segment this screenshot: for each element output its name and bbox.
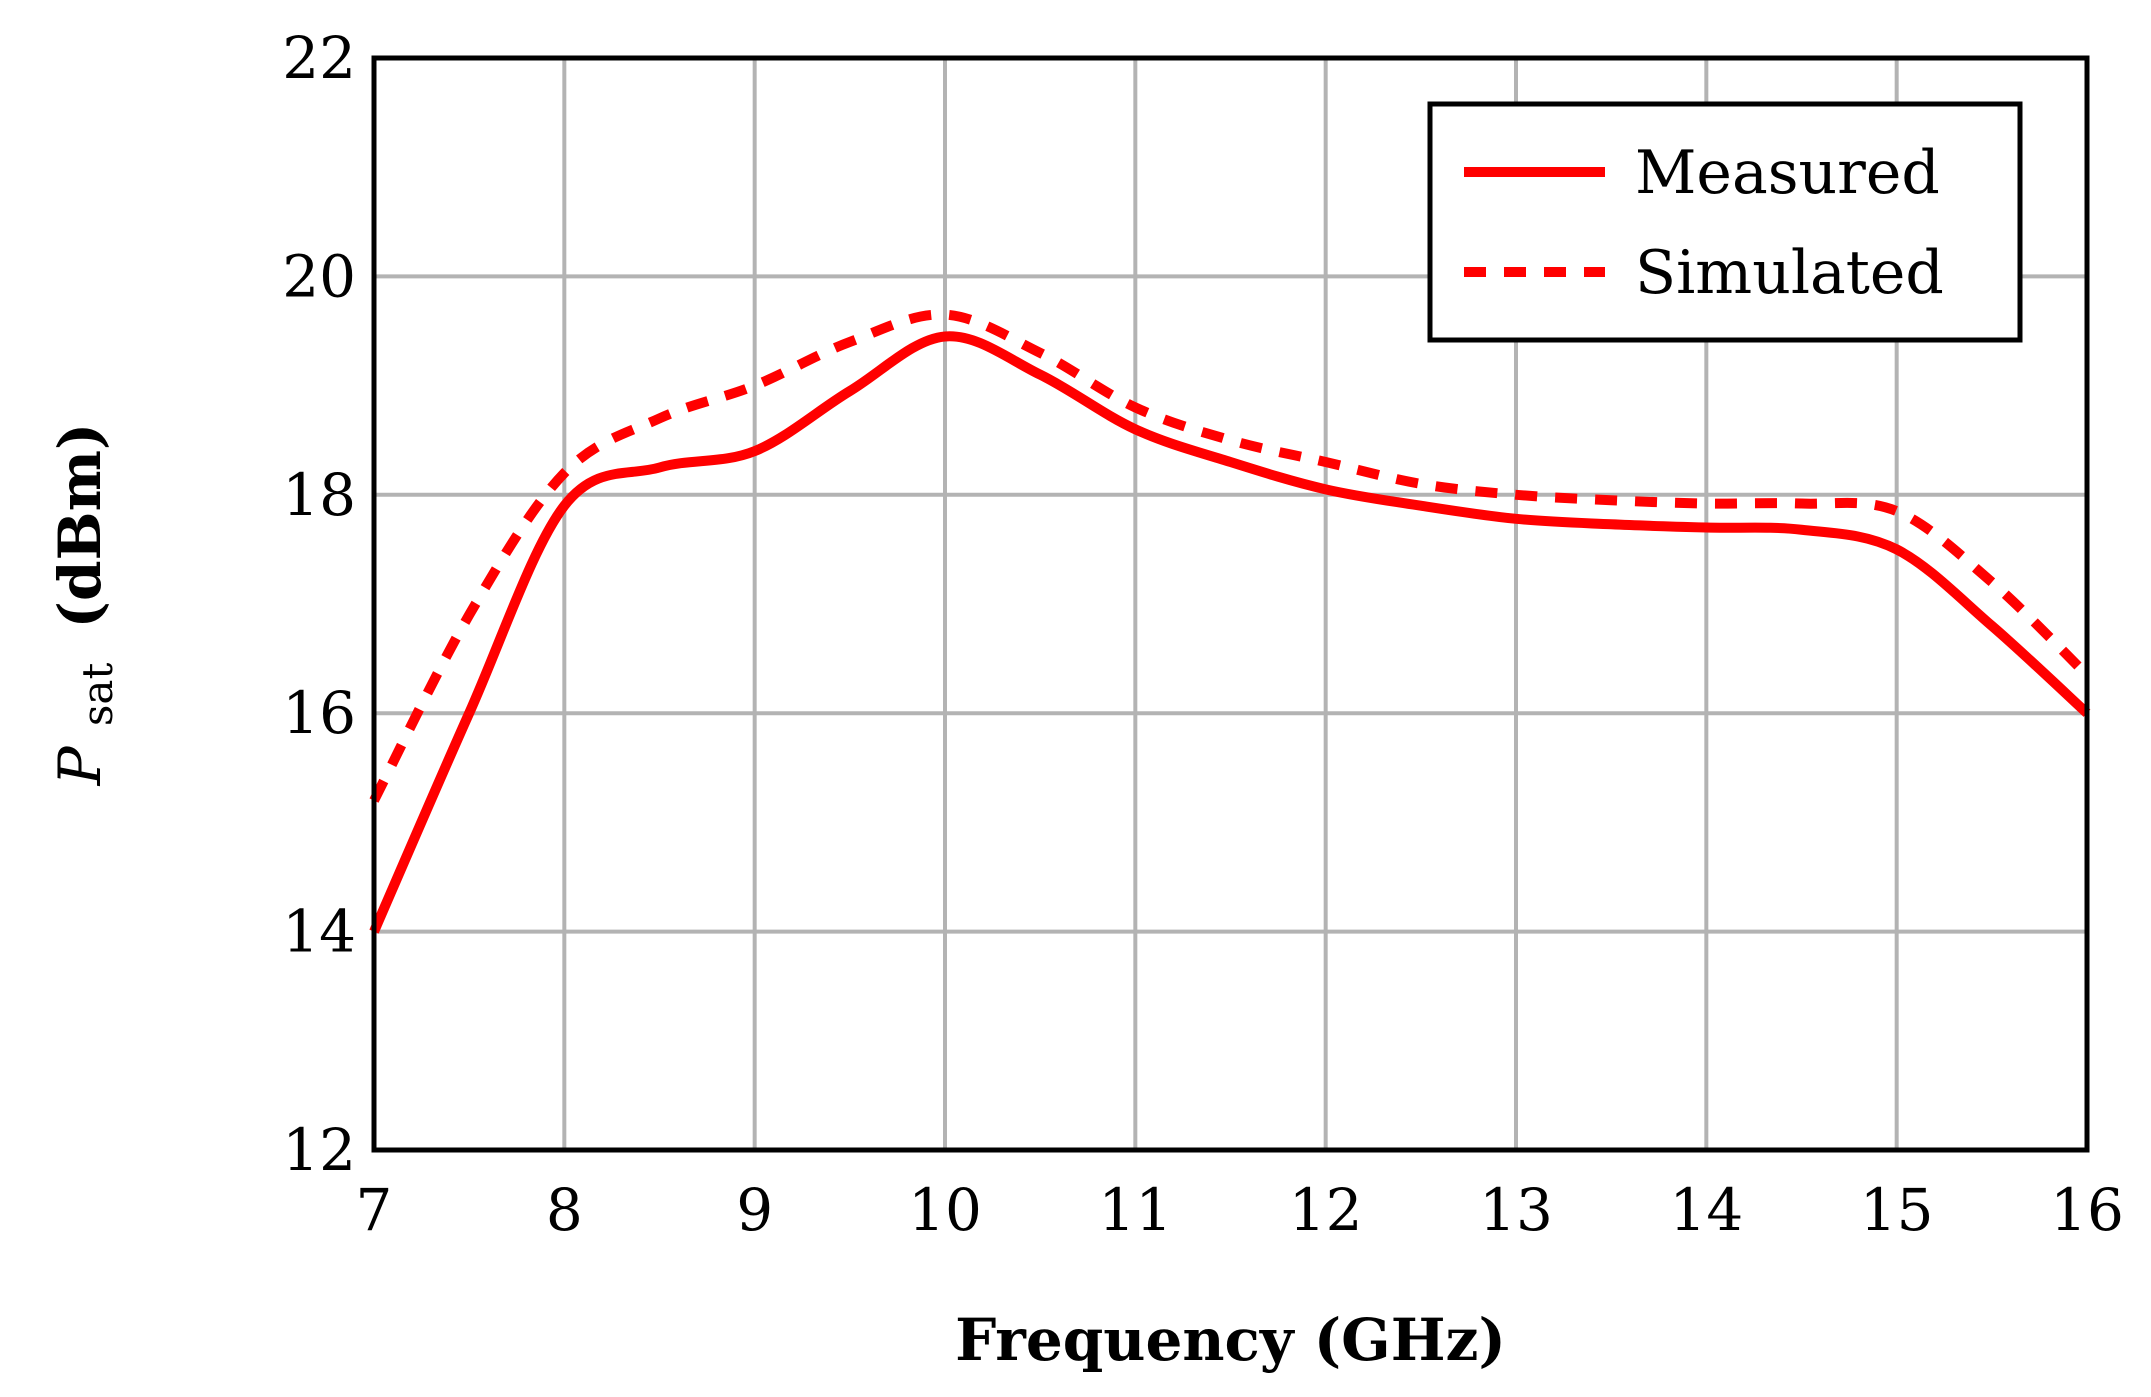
plot-series	[369, 309, 2091, 934]
y-tick-label: 14	[282, 898, 356, 966]
series-line-measured	[369, 331, 2091, 934]
y-tick-label: 18	[282, 461, 356, 529]
x-tick-label: 15	[1860, 1176, 1934, 1244]
y-tick-label: 20	[282, 242, 356, 310]
x-tick-label: 14	[1669, 1176, 1743, 1244]
y-tick-label: 22	[282, 24, 356, 92]
y-tick-label: 16	[282, 679, 356, 747]
x-tick-label: 8	[546, 1176, 583, 1244]
y-axis-label-subscript: sat	[73, 663, 122, 727]
x-tick-label: 11	[1098, 1176, 1172, 1244]
x-tick-label: 10	[908, 1176, 982, 1244]
x-tick-label: 16	[2050, 1176, 2124, 1244]
y-tick-label: 12	[282, 1116, 356, 1184]
x-tick-labels: 7 8 9 10 11 12 13 14 15 16	[356, 1176, 2124, 1244]
y-axis-label-unit: (dBm)	[46, 423, 114, 629]
y-axis-label-symbol: P	[46, 745, 114, 786]
x-tick-label: 7	[356, 1176, 393, 1244]
x-tick-label: 9	[736, 1176, 773, 1244]
legend: Measured Simulated	[1427, 101, 2023, 343]
x-tick-label: 13	[1479, 1176, 1553, 1244]
series-line-simulated	[369, 309, 2091, 803]
x-tick-label: 12	[1289, 1176, 1363, 1244]
y-tick-labels: 12 14 16 18 20 22	[282, 24, 356, 1184]
legend-label-measured: Measured	[1635, 138, 1940, 208]
x-axis-label: Frequency (GHz)	[955, 1306, 1506, 1374]
plot-frame	[371, 55, 2090, 1153]
y-axis-label: P sat (dBm)	[46, 423, 126, 787]
legend-box	[1427, 101, 2023, 343]
legend-label-simulated: Simulated	[1635, 238, 1944, 308]
